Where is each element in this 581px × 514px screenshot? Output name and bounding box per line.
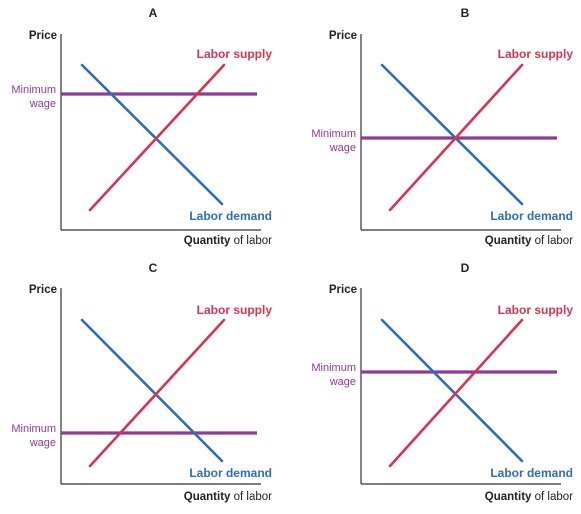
- panel-title-a: A: [149, 6, 158, 20]
- y-axis-title-d: Price: [329, 284, 357, 296]
- y-axis-title-a: Price: [29, 30, 57, 42]
- supply-label-a: Labor supply: [197, 47, 273, 61]
- panel-title-b: B: [461, 6, 470, 20]
- demand-label-b: Labor demand: [490, 209, 573, 223]
- supply-curve-c: [88, 318, 226, 468]
- demand-curve-d: [380, 318, 524, 463]
- supply-curve-a: [88, 63, 226, 212]
- x-axis-title-a: Quantity of labor: [184, 235, 272, 247]
- demand-label-c: Labor demand: [189, 466, 272, 480]
- x-axis-title-d: Quantity of labor: [485, 491, 573, 503]
- minimum-wage-label-b: Minimum: [311, 128, 356, 140]
- demand-curve-a: [80, 63, 224, 206]
- x-axis-title-c: Quantity of labor: [184, 491, 272, 503]
- demand-curve-c: [80, 318, 224, 463]
- demand-label-d: Labor demand: [490, 466, 573, 480]
- minimum-wage-label-c: Minimum: [11, 423, 56, 435]
- supply-curve-d: [388, 318, 524, 468]
- minimum-wage-label-d-line2: wage: [329, 376, 356, 388]
- panel-c: C Price Quantity of labor Minimum wage Labor …: [11, 261, 272, 503]
- minimum-wage-label-a-line2: wage: [29, 98, 56, 110]
- minimum-wage-label-d: Minimum: [311, 362, 356, 374]
- minimum-wage-label-c-line2: wage: [29, 437, 56, 449]
- demand-label-a: Labor demand: [189, 209, 272, 223]
- y-axis-title-c: Price: [29, 284, 57, 296]
- minimum-wage-label-b-line2: wage: [329, 142, 356, 154]
- supply-label-d: Labor supply: [498, 303, 574, 317]
- supply-label-c: Labor supply: [197, 303, 273, 317]
- supply-curve-b: [388, 63, 524, 212]
- y-axis-title-b: Price: [329, 30, 357, 42]
- panel-b: B Price Quantity of labor Minimum wage Labor …: [311, 6, 573, 247]
- panel-a: A Price Quantity of labor Minimum wage Labor …: [11, 6, 272, 247]
- supply-label-b: Labor supply: [498, 47, 574, 61]
- panel-d: D Price Quantity of labor Minimum wage Labor …: [311, 261, 573, 503]
- minimum-wage-label-a: Minimum: [11, 84, 56, 96]
- x-axis-title-b: Quantity of labor: [485, 235, 573, 247]
- panel-title-c: C: [149, 261, 158, 275]
- demand-curve-b: [380, 63, 524, 206]
- panel-title-d: D: [461, 261, 470, 275]
